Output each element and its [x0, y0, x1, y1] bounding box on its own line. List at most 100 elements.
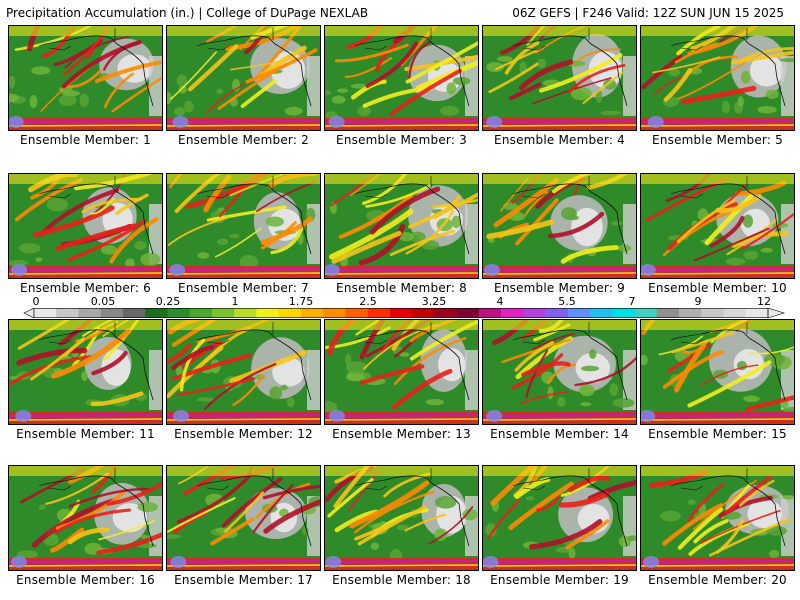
run-valid-time: 06Z GEFS | F246 Valid: 12Z SUN JUN 15 20…: [512, 6, 784, 20]
ensemble-member-panel: Ensemble Member: 16: [8, 465, 163, 591]
ensemble-member-panel: Ensemble Member: 19: [482, 465, 637, 591]
colorbar-segment: [745, 308, 769, 318]
colorbar-segment: [78, 308, 102, 318]
ensemble-member-panel: Ensemble Member: 20: [640, 465, 795, 591]
precip-map: [8, 173, 163, 279]
colorbar-segment: [56, 308, 79, 318]
colorbar-segment: [656, 308, 680, 318]
colorbar-segment: [367, 308, 391, 318]
colorbar-segment: [389, 308, 413, 318]
ensemble-member-label: Ensemble Member: 5: [652, 133, 783, 147]
ensemble-member-label: Ensemble Member: 1: [20, 133, 151, 147]
precip-map: [166, 319, 321, 425]
colorbar-tick-label: 1: [231, 295, 239, 308]
ensemble-member-label: Ensemble Member: 12: [174, 427, 313, 441]
ensemble-member-label: Ensemble Member: 19: [490, 573, 629, 587]
ensemble-member-label: Ensemble Member: 16: [16, 573, 155, 587]
colorbar-tick-label: 0: [32, 295, 40, 308]
colorbar-segment: [278, 308, 302, 318]
ensemble-member-label: Ensemble Member: 20: [648, 573, 787, 587]
ensemble-member-label: Ensemble Member: 3: [336, 133, 467, 147]
ensemble-member-panel: Ensemble Member: 15: [640, 319, 795, 445]
precip-map: [324, 25, 479, 131]
ensemble-member-label: Ensemble Member: 6: [20, 281, 151, 295]
precip-map: [324, 173, 479, 279]
ensemble-member-panel: Ensemble Member: 18: [324, 465, 479, 591]
precip-map: [640, 25, 795, 131]
ensemble-member-label: Ensemble Member: 4: [494, 133, 625, 147]
colorbar-segment: [523, 308, 546, 318]
precip-map: [482, 465, 637, 571]
ensemble-member-label: Ensemble Member: 14: [490, 427, 629, 441]
colorbar-segment: [323, 308, 346, 318]
ensemble-member-panel: Ensemble Member: 14: [482, 319, 637, 445]
ensemble-member-label: Ensemble Member: 13: [332, 427, 471, 441]
colorbar-segment: [34, 308, 57, 318]
ensemble-member-label: Ensemble Member: 11: [16, 427, 155, 441]
colorbar-tick-label: 0.05: [90, 295, 116, 308]
precip-map: [482, 319, 637, 425]
colorbar-segment: [456, 308, 480, 318]
precip-map: [640, 319, 795, 425]
ensemble-member-panel: Ensemble Member: 8: [324, 173, 479, 299]
colorbar-segment: [211, 308, 235, 318]
precip-map: [640, 465, 795, 571]
ensemble-member-panel: Ensemble Member: 7: [166, 173, 321, 299]
colorbar-tick-label: 0.25: [155, 295, 181, 308]
colorbar-segment: [434, 308, 457, 318]
colorbar-tick-label: 5.5: [558, 295, 576, 308]
colorbar-segment: [189, 308, 213, 318]
ensemble-member-panel: Ensemble Member: 5: [640, 25, 795, 151]
precip-map: [166, 25, 321, 131]
colorbar-segment: [100, 308, 124, 318]
colorbar-segment: [345, 308, 368, 318]
colorbar-segment: [634, 308, 658, 318]
colorbar-segment: [412, 308, 435, 318]
ensemble-member-panel: Ensemble Member: 11: [8, 319, 163, 445]
colorbar-segment: [679, 308, 702, 318]
ensemble-member-label: Ensemble Member: 10: [648, 281, 787, 295]
precip-map: [324, 465, 479, 571]
colorbar-segment: [478, 308, 502, 318]
ensemble-member-label: Ensemble Member: 2: [178, 133, 309, 147]
ensemble-member-label: Ensemble Member: 18: [332, 573, 471, 587]
ensemble-member-label: Ensemble Member: 15: [648, 427, 787, 441]
ensemble-member-panel: Ensemble Member: 2: [166, 25, 321, 151]
precip-map: [482, 25, 637, 131]
colorbar-tick-label: 1.75: [288, 295, 314, 308]
precip-map: [8, 465, 163, 571]
colorbar-tick-label: 2.5: [359, 295, 377, 308]
ensemble-member-label: Ensemble Member: 8: [336, 281, 467, 295]
colorbar-tick-label: 3.25: [421, 295, 447, 308]
ensemble-member-panel: Ensemble Member: 1: [8, 25, 163, 151]
colorbar-segment: [145, 308, 168, 318]
colorbar-segment: [567, 308, 591, 318]
precip-map: [166, 465, 321, 571]
ensemble-member-label: Ensemble Member: 9: [494, 281, 625, 295]
colorbar-segment: [234, 308, 257, 318]
ensemble-member-panel: Ensemble Member: 13: [324, 319, 479, 445]
colorbar-segment: [612, 308, 635, 318]
ensemble-member-panel: Ensemble Member: 6: [8, 173, 163, 299]
precip-map: [640, 173, 795, 279]
ensemble-member-panel: Ensemble Member: 17: [166, 465, 321, 591]
ensemble-member-label: Ensemble Member: 17: [174, 573, 313, 587]
precip-map: [482, 173, 637, 279]
colorbar-tick-label: 12: [757, 295, 771, 308]
colorbar-segment: [167, 308, 190, 318]
colorbar-segment: [122, 308, 146, 318]
ensemble-member-panel: Ensemble Member: 12: [166, 319, 321, 445]
colorbar-tick-label: 7: [628, 295, 636, 308]
ensemble-member-panel: Ensemble Member: 10: [640, 173, 795, 299]
colorbar-segment: [300, 308, 324, 318]
colorbar-segment: [701, 308, 724, 318]
colorbar-segment: [501, 308, 524, 318]
ensemble-member-panel: Ensemble Member: 4: [482, 25, 637, 151]
ensemble-member-panel: Ensemble Member: 3: [324, 25, 479, 151]
precip-map: [324, 319, 479, 425]
colorbar-strip: [23, 308, 786, 318]
colorbar-tick-label: 9: [694, 295, 702, 308]
ensemble-member-panel: Ensemble Member: 9: [482, 173, 637, 299]
precip-map: [8, 319, 163, 425]
colorbar-segment: [545, 308, 569, 318]
